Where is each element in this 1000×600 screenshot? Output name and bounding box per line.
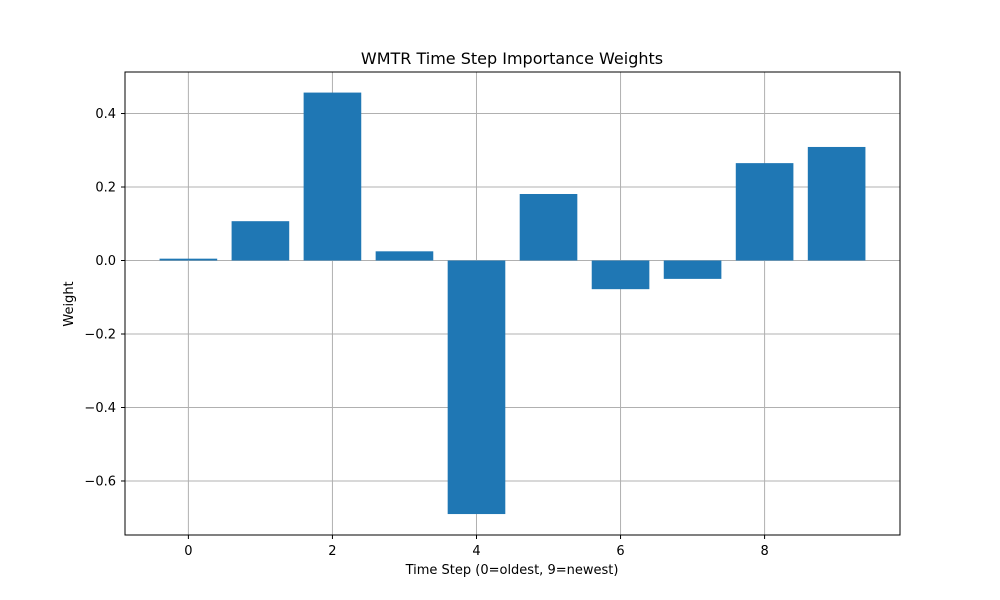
x-axis-ticks: 0 2 4 6 8 [184,535,769,559]
bar-step-0 [159,258,218,261]
x-axis-label: Time Step (0=oldest, 9=newest) [405,563,619,578]
bar-step-6 [591,260,650,290]
bars [159,92,866,515]
x-tick-label: 8 [760,544,768,559]
x-tick-label: 4 [472,544,480,559]
bar-step-5 [519,193,578,261]
y-tick-label: 0.2 [95,181,116,196]
y-tick-label: 0.0 [95,254,116,269]
y-tick-label: −0.6 [84,474,116,489]
y-tick-label: −0.2 [84,327,116,342]
bar-step-8 [735,163,794,261]
plot-frame [124,71,901,536]
x-tick-label: 0 [184,544,192,559]
x-tick-label: 2 [328,544,336,559]
y-tick-label: 0.4 [95,107,116,122]
bar-step-1 [231,221,290,261]
y-tick-label: −0.4 [84,401,116,416]
bar-step-7 [663,260,722,279]
grid [125,72,900,535]
bar-step-2 [303,92,362,261]
bar-step-3 [375,251,434,261]
x-tick-label: 6 [616,544,624,559]
y-axis-ticks: −0.6 −0.4 −0.2 0.0 0.2 0.4 [84,107,125,489]
bar-step-9 [807,146,866,261]
y-axis-label: Weight [62,281,77,326]
chart-title: WMTR Time Step Importance Weights [361,49,663,68]
bar-step-4 [447,260,506,515]
